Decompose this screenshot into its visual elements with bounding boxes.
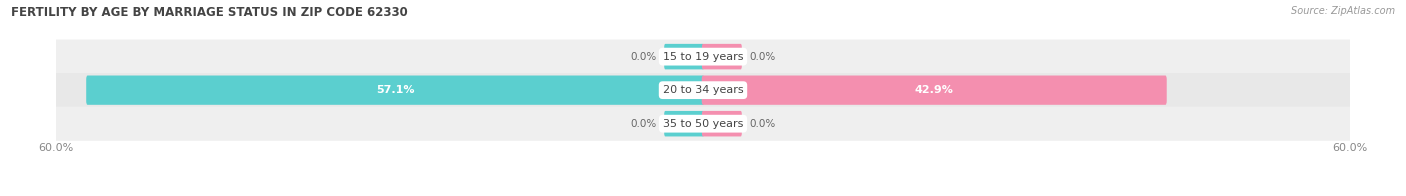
FancyBboxPatch shape — [55, 73, 1351, 107]
Text: 20 to 34 years: 20 to 34 years — [662, 85, 744, 95]
FancyBboxPatch shape — [664, 111, 704, 136]
Text: 0.0%: 0.0% — [749, 52, 776, 62]
FancyBboxPatch shape — [664, 44, 704, 69]
Text: 0.0%: 0.0% — [630, 119, 657, 129]
Text: 0.0%: 0.0% — [749, 119, 776, 129]
Text: 0.0%: 0.0% — [630, 52, 657, 62]
Text: Source: ZipAtlas.com: Source: ZipAtlas.com — [1291, 6, 1395, 16]
Text: 57.1%: 57.1% — [375, 85, 415, 95]
FancyBboxPatch shape — [55, 40, 1351, 74]
Text: FERTILITY BY AGE BY MARRIAGE STATUS IN ZIP CODE 62330: FERTILITY BY AGE BY MARRIAGE STATUS IN Z… — [11, 6, 408, 19]
FancyBboxPatch shape — [86, 75, 704, 105]
Text: 42.9%: 42.9% — [915, 85, 953, 95]
FancyBboxPatch shape — [702, 111, 742, 136]
FancyBboxPatch shape — [702, 75, 1167, 105]
FancyBboxPatch shape — [702, 44, 742, 69]
Text: 35 to 50 years: 35 to 50 years — [662, 119, 744, 129]
FancyBboxPatch shape — [55, 107, 1351, 141]
Text: 15 to 19 years: 15 to 19 years — [662, 52, 744, 62]
